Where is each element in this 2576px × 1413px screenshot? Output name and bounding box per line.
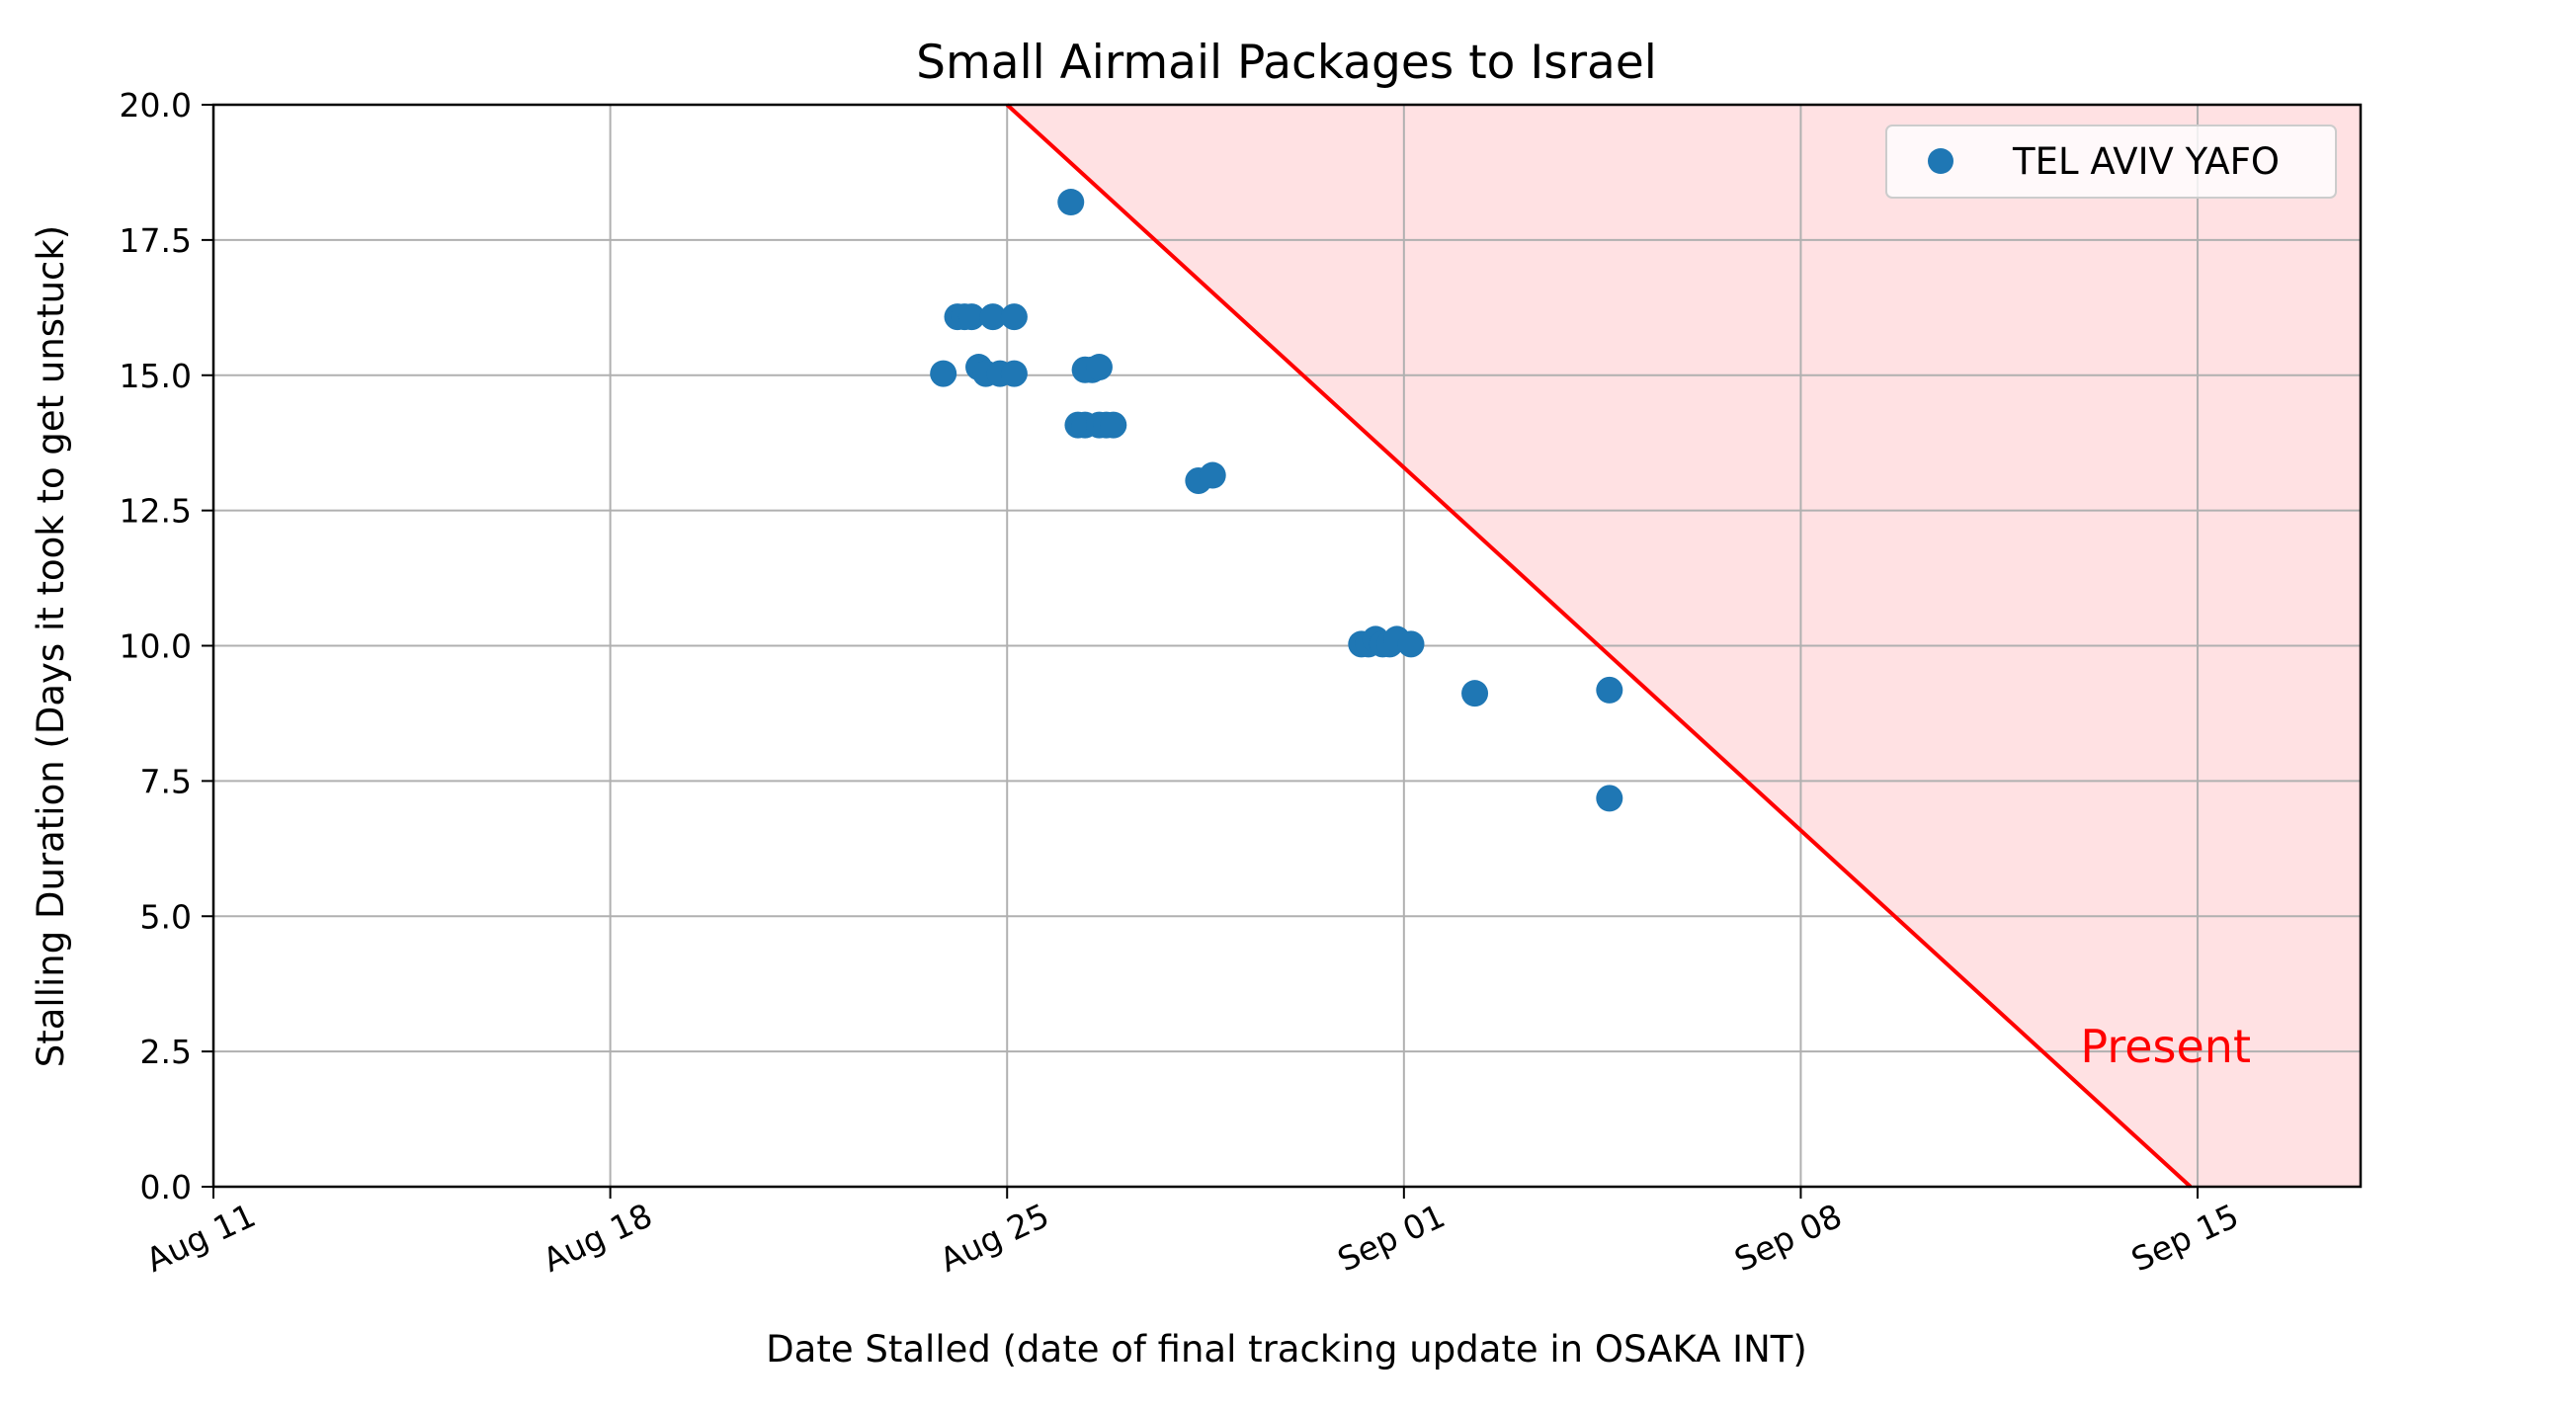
legend-box [1885, 125, 2337, 199]
x-axis-label: Date Stalled (date of final tracking upd… [766, 1328, 1807, 1371]
data-point [1461, 680, 1489, 707]
data-point [930, 360, 957, 387]
data-point [979, 303, 1007, 331]
data-point [1596, 785, 1623, 812]
y-tick-label: 15.0 [120, 357, 192, 395]
data-point [1057, 189, 1085, 216]
data-point [1085, 354, 1113, 381]
y-axis: 0.0 2.5 5.0 7.5 10.0 12.5 15.0 17.5 20.0 [120, 86, 213, 1206]
y-tick-label: 0.0 [140, 1168, 192, 1206]
y-tick-label: 17.5 [120, 221, 192, 260]
data-point [957, 303, 985, 331]
y-axis-label: Stalling Duration (Days it took to get u… [30, 225, 72, 1067]
y-tick-label: 12.5 [120, 492, 192, 531]
y-tick-label: 20.0 [120, 86, 192, 125]
legend-label: TEL AVIV YAFO [2012, 140, 2280, 183]
y-tick-label: 7.5 [140, 762, 192, 800]
legend-marker [1928, 148, 1953, 174]
y-tick-label: 5.0 [140, 897, 192, 936]
data-point [1596, 676, 1623, 704]
y-tick-label: 10.0 [120, 627, 192, 666]
present-line [1005, 103, 2193, 1189]
data-point [1199, 461, 1226, 489]
y-tick-label: 2.5 [140, 1033, 192, 1071]
data-point [1000, 303, 1028, 331]
present-annotation: Present [2080, 1020, 2251, 1073]
data-point [1100, 411, 1127, 439]
scatter-points [930, 189, 1623, 812]
data-point [1397, 630, 1425, 658]
legend: TEL AVIV YAFO [1885, 125, 2337, 199]
chart-title: Small Airmail Packages to Israel [916, 36, 1657, 90]
data-point [1000, 360, 1028, 387]
